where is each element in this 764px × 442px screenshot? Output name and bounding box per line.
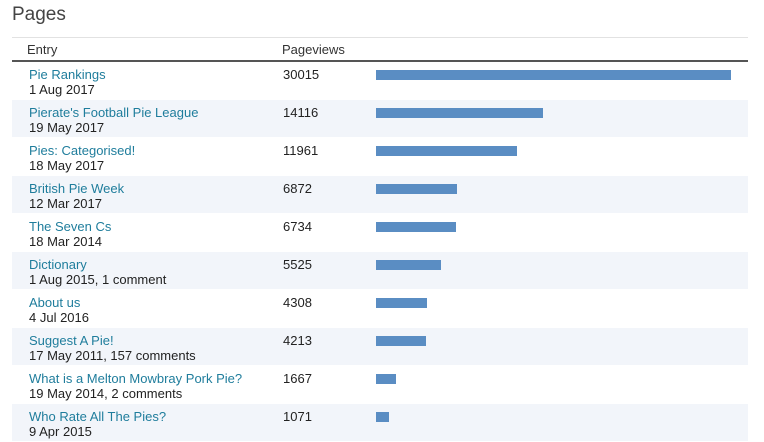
table-row: Suggest A Pie! 17 May 2011, 157 comments 4… [12, 328, 748, 366]
pageviews-bar [376, 70, 731, 80]
column-header-entry: Entry [27, 42, 58, 57]
table-row: Dictionary 1 Aug 2015, 1 comment 5525 [12, 252, 748, 290]
pageviews-bar [376, 298, 427, 308]
entry-title-link[interactable]: Suggest A Pie! [29, 333, 114, 348]
table-row: Pies: Categorised! 18 May 2017 11961 [12, 138, 748, 176]
pageviews-count: 4213 [283, 333, 312, 348]
column-header-pageviews: Pageviews [282, 42, 345, 57]
pageviews-bar [376, 184, 457, 194]
entry-title-link[interactable]: What is a Melton Mowbray Pork Pie? [29, 371, 243, 386]
entry-meta: 19 May 2017 [29, 120, 105, 135]
entry-cell: Dictionary 1 Aug 2015, 1 comment [29, 257, 166, 287]
pageviews-count: 30015 [283, 67, 320, 82]
table-header: Entry Pageviews [12, 38, 748, 62]
pageviews-bar [376, 336, 426, 346]
entry-title-link[interactable]: About us [29, 295, 81, 310]
entry-cell: Pierate's Football Pie League 19 May 2017 [29, 105, 198, 135]
entry-meta: 1 Aug 2017 [29, 82, 95, 97]
entry-cell: About us 4 Jul 2016 [29, 295, 89, 325]
pageviews-bar [376, 260, 441, 270]
entry-cell: Pie Rankings 1 Aug 2017 [29, 67, 106, 97]
pageviews-bar [376, 146, 517, 156]
entry-meta: 17 May 2011, 157 comments [29, 348, 196, 363]
page-title: Pages [12, 4, 66, 25]
pageviews-count: 6734 [283, 219, 312, 234]
entry-meta: 12 Mar 2017 [29, 196, 102, 211]
entry-cell: Suggest A Pie! 17 May 2011, 157 comments [29, 333, 196, 363]
table-row: Pierate's Football Pie League 19 May 2017… [12, 100, 748, 138]
entry-meta: 9 Apr 2015 [29, 424, 92, 439]
entry-title-link[interactable]: British Pie Week [29, 181, 125, 196]
pageviews-count: 5525 [283, 257, 312, 272]
entry-title-link[interactable]: Dictionary [29, 257, 87, 272]
entry-meta: 1 Aug 2015, 1 comment [29, 272, 167, 287]
table-row: Pie Rankings 1 Aug 2017 30015 [12, 62, 748, 100]
entry-cell: The Seven Cs 18 Mar 2014 [29, 219, 111, 249]
entry-title-link[interactable]: The Seven Cs [29, 219, 112, 234]
pageviews-bar [376, 222, 456, 232]
pageviews-count: 1667 [283, 371, 312, 386]
entry-cell: British Pie Week 12 Mar 2017 [29, 181, 124, 211]
entry-meta: 19 May 2014, 2 comments [29, 386, 183, 401]
entry-cell: Who Rate All The Pies? 9 Apr 2015 [29, 409, 166, 439]
entry-meta: 18 Mar 2014 [29, 234, 102, 249]
table-row: Who Rate All The Pies? 9 Apr 2015 1071 [12, 404, 748, 442]
table-row: British Pie Week 12 Mar 2017 6872 [12, 176, 748, 214]
pageviews-bar [376, 108, 543, 118]
entry-meta: 4 Jul 2016 [29, 310, 89, 325]
table-row: About us 4 Jul 2016 4308 [12, 290, 748, 328]
entry-title-link[interactable]: Pierate's Football Pie League [29, 105, 199, 120]
pageviews-count: 4308 [283, 295, 312, 310]
entry-cell: Pies: Categorised! 18 May 2017 [29, 143, 135, 173]
pageviews-count: 14116 [283, 105, 319, 120]
entry-title-link[interactable]: Pies: Categorised! [29, 143, 136, 158]
table-row: What is a Melton Mowbray Pork Pie? 19 May… [12, 366, 748, 404]
table-body: Pie Rankings 1 Aug 2017 30015 Pierate's Foo… [12, 62, 748, 442]
entry-cell: What is a Melton Mowbray Pork Pie? 19 May… [29, 371, 242, 401]
pageviews-bar [376, 412, 389, 422]
table-row: The Seven Cs 18 Mar 2014 6734 [12, 214, 748, 252]
entry-title-link[interactable]: Pie Rankings [29, 67, 106, 82]
pageviews-count: 1071 [283, 409, 312, 424]
entry-meta: 18 May 2017 [29, 158, 105, 173]
entry-title-link[interactable]: Who Rate All The Pies? [29, 409, 167, 424]
pageviews-count: 6872 [283, 181, 312, 196]
pageviews-count: 11961 [283, 143, 319, 158]
pages-table: Entry Pageviews Pie Rankings 1 Aug 2017 30… [12, 37, 748, 442]
pageviews-bar [376, 374, 396, 384]
